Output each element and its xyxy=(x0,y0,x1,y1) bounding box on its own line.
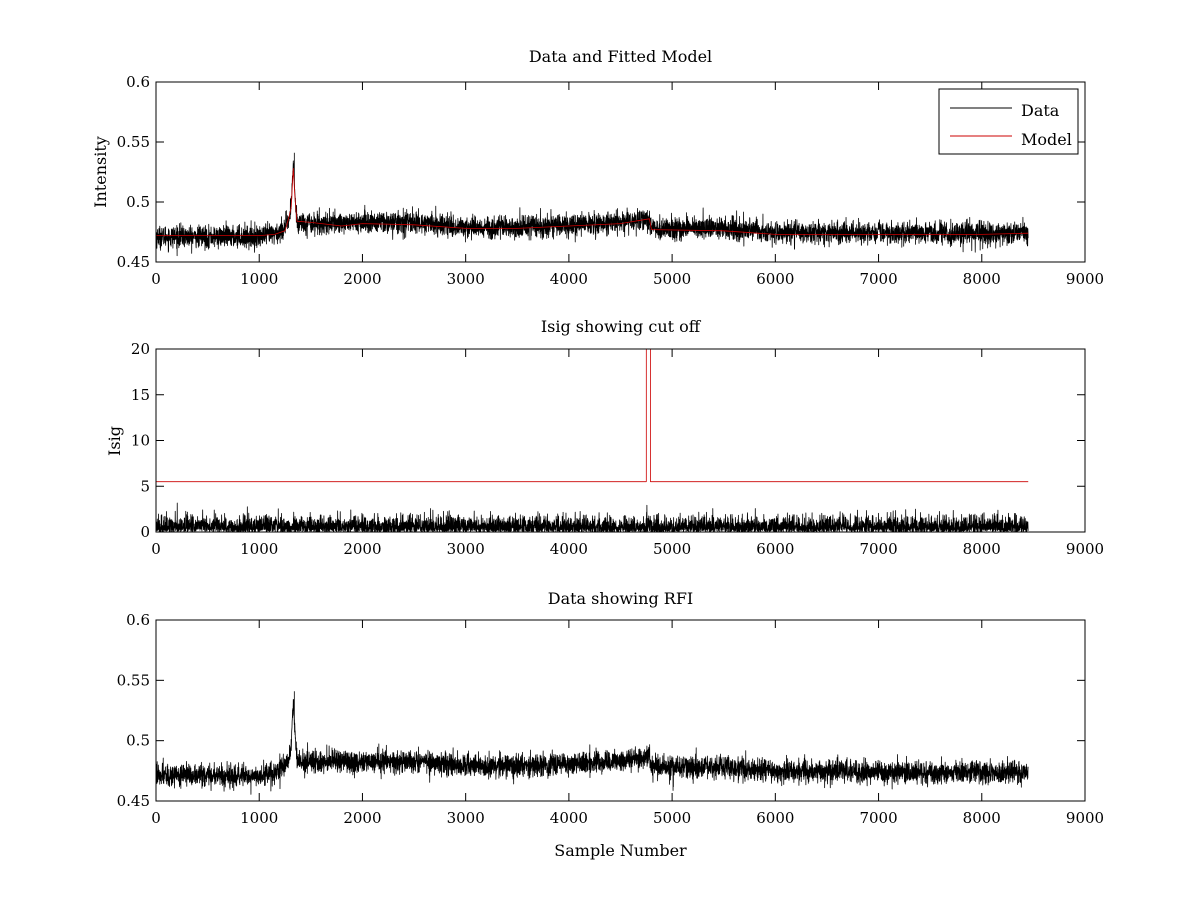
y-tick-label: 0.5 xyxy=(126,193,150,211)
plot-area-1 xyxy=(156,152,1029,257)
panel-data-model: Data and Fitted Model Intensity 0 1000 200… xyxy=(91,47,1104,288)
plot-area-2 xyxy=(156,349,1029,532)
x-tick-label: 7000 xyxy=(859,809,897,827)
y-tick-label: 0.45 xyxy=(117,792,150,810)
x-tick-label: 0 xyxy=(151,270,161,288)
ticks-1: 0 1000 2000 3000 4000 5000 6000 7000 8000 9000 0.4… xyxy=(117,73,1105,288)
y-tick-label: 10 xyxy=(131,432,150,450)
plot-frame-1 xyxy=(155,81,1086,263)
x-tick-label: 6000 xyxy=(756,270,794,288)
x-axis-label: Sample Number xyxy=(554,841,687,860)
y-tick-label: 5 xyxy=(140,477,150,495)
x-tick-label: 8000 xyxy=(963,809,1001,827)
y-axis-label-2: Isig xyxy=(105,426,124,456)
x-tick-label: 7000 xyxy=(859,270,897,288)
y-tick-label: 0.5 xyxy=(126,732,150,750)
x-tick-label: 1000 xyxy=(240,540,278,558)
x-tick-label: 5000 xyxy=(653,809,691,827)
legend-box xyxy=(938,88,1079,155)
x-tick-label: 4000 xyxy=(550,540,588,558)
ticks-2: 0 1000 2000 3000 4000 5000 6000 7000 8000 9000 0 5 1… xyxy=(131,340,1104,558)
plot-frame-2 xyxy=(155,348,1086,533)
y-tick-label: 0.55 xyxy=(117,671,150,689)
x-tick-label: 3000 xyxy=(447,809,485,827)
x-tick-label: 2000 xyxy=(343,270,381,288)
x-tick-label: 9000 xyxy=(1066,540,1104,558)
series-line-model-1 xyxy=(156,168,1029,236)
y-tick-label: 15 xyxy=(131,386,150,404)
y-tick-label: 0 xyxy=(140,523,150,541)
chart-title-3: Data showing RFI xyxy=(548,589,693,608)
x-tick-label: 6000 xyxy=(756,809,794,827)
legend: Data Model xyxy=(938,88,1079,155)
x-tick-label: 6000 xyxy=(756,540,794,558)
x-tick-label: 9000 xyxy=(1066,270,1104,288)
x-tick-label: 2000 xyxy=(343,540,381,558)
y-axis-label-1: Intensity xyxy=(91,136,110,208)
x-tick-label: 1000 xyxy=(240,809,278,827)
y-tick-label: 0.55 xyxy=(117,133,150,151)
plot-area-3 xyxy=(156,691,1029,795)
legend-label-data: Data xyxy=(1021,101,1060,120)
x-tick-label: 4000 xyxy=(550,809,588,827)
chart-title-2: Isig showing cut off xyxy=(541,317,702,336)
plot-frame-3 xyxy=(155,619,1086,802)
y-tick-label: 20 xyxy=(131,340,150,358)
panel-isig: Isig showing cut off Isig 0 1000 2000 3000 4… xyxy=(105,317,1104,558)
y-tick-label: 0.6 xyxy=(126,73,150,91)
x-tick-label: 3000 xyxy=(447,540,485,558)
series-line-data-1 xyxy=(156,152,1029,257)
ticks-3: 0 1000 2000 3000 4000 5000 6000 7000 8000 9000 0.4… xyxy=(117,611,1105,827)
x-tick-label: 3000 xyxy=(447,270,485,288)
chart-title-1: Data and Fitted Model xyxy=(529,47,712,66)
y-tick-label: 0.6 xyxy=(126,611,150,629)
x-tick-label: 8000 xyxy=(963,540,1001,558)
panel-rfi: Data showing RFI 0 1000 2000 3000 4000 5000 60… xyxy=(117,589,1105,860)
x-tick-label: 0 xyxy=(151,809,161,827)
x-tick-label: 1000 xyxy=(240,270,278,288)
x-tick-label: 0 xyxy=(151,540,161,558)
x-tick-label: 4000 xyxy=(550,270,588,288)
x-tick-label: 9000 xyxy=(1066,809,1104,827)
x-tick-label: 8000 xyxy=(963,270,1001,288)
x-tick-label: 5000 xyxy=(653,540,691,558)
series-line-isig-2 xyxy=(156,502,1029,532)
x-tick-label: 5000 xyxy=(653,270,691,288)
series-line-cutoff-2 xyxy=(156,349,1029,483)
x-tick-label: 7000 xyxy=(859,540,897,558)
x-tick-label: 2000 xyxy=(343,809,381,827)
legend-label-model: Model xyxy=(1021,130,1072,149)
y-tick-label: 0.45 xyxy=(117,253,150,271)
series-line-isig-3 xyxy=(156,691,1029,795)
